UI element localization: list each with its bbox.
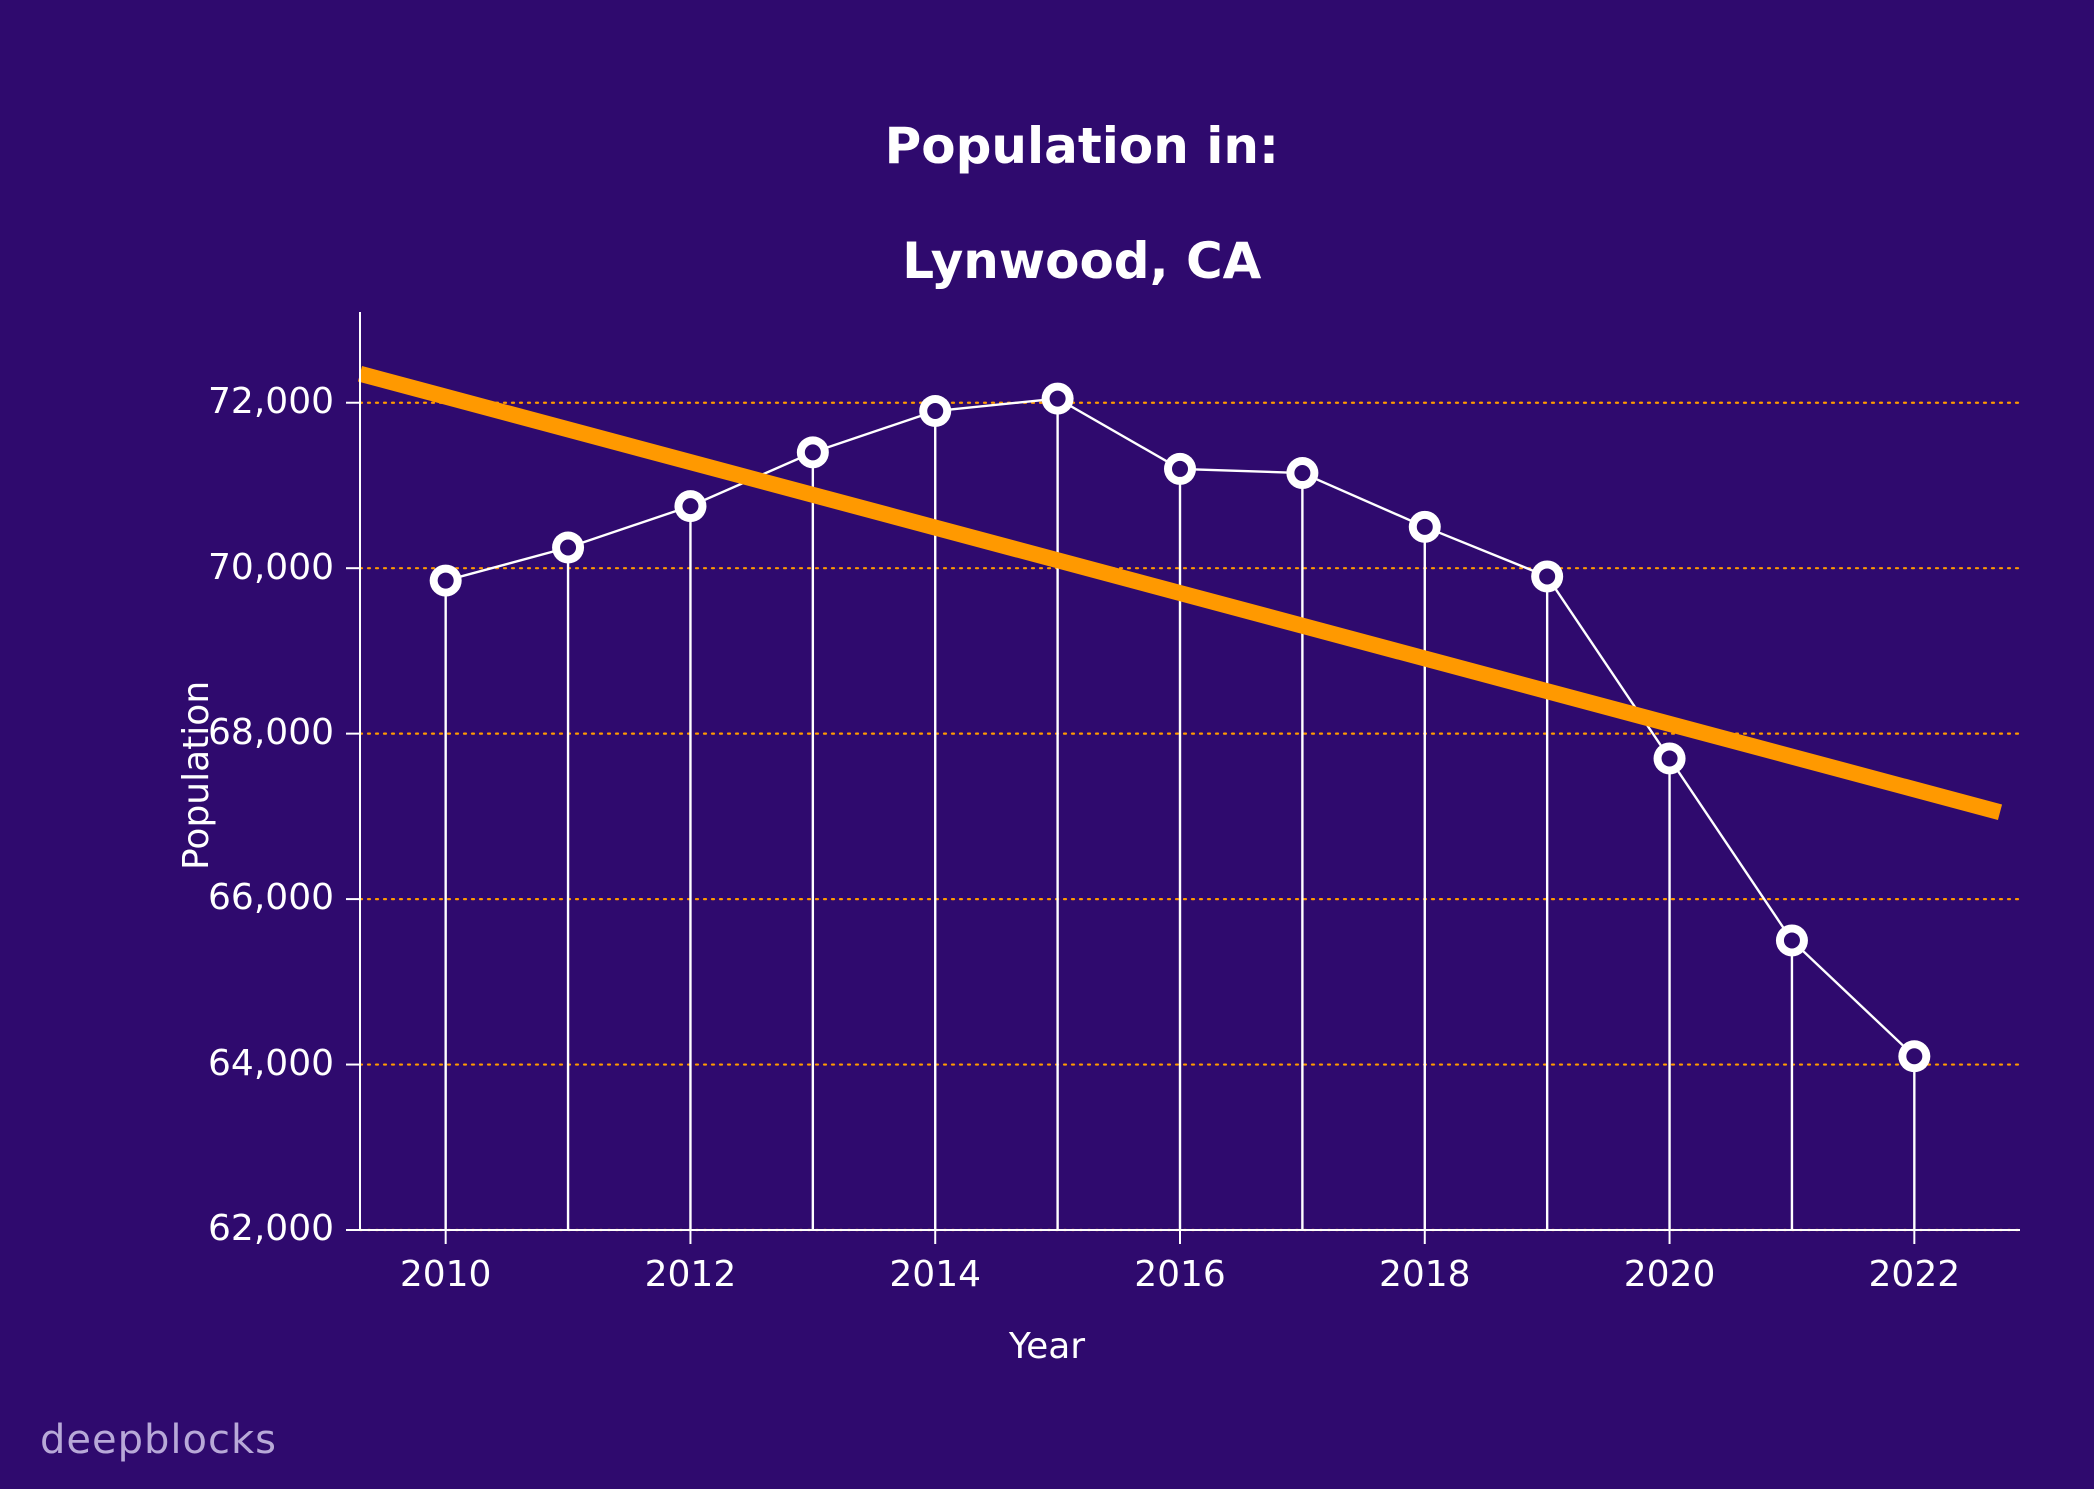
population-chart: Population in: Lynwood, CA Year Populati…: [0, 0, 2094, 1489]
y-tick-label: 64,000: [208, 1043, 334, 1084]
x-tick-label: 2010: [400, 1254, 492, 1295]
y-tick-label: 66,000: [208, 877, 334, 918]
y-tick-label: 70,000: [208, 547, 334, 588]
chart-title: Population in: Lynwood, CA: [815, 60, 1279, 348]
chart-title-line2: Lynwood, CA: [902, 232, 1261, 290]
chart-title-line1: Population in:: [885, 117, 1279, 175]
watermark: deepblocks: [40, 1417, 277, 1463]
x-tick-label: 2020: [1624, 1254, 1716, 1295]
x-tick-label: 2014: [889, 1254, 981, 1295]
y-tick-label: 68,000: [208, 712, 334, 753]
x-tick-label: 2012: [645, 1254, 737, 1295]
x-tick-label: 2022: [1869, 1254, 1961, 1295]
y-tick-label: 72,000: [208, 381, 334, 422]
y-tick-label: 62,000: [208, 1208, 334, 1249]
x-tick-label: 2018: [1379, 1254, 1471, 1295]
x-tick-label: 2016: [1134, 1254, 1226, 1295]
y-axis-label: Population: [176, 681, 217, 870]
x-axis-label: Year: [1009, 1326, 1085, 1367]
